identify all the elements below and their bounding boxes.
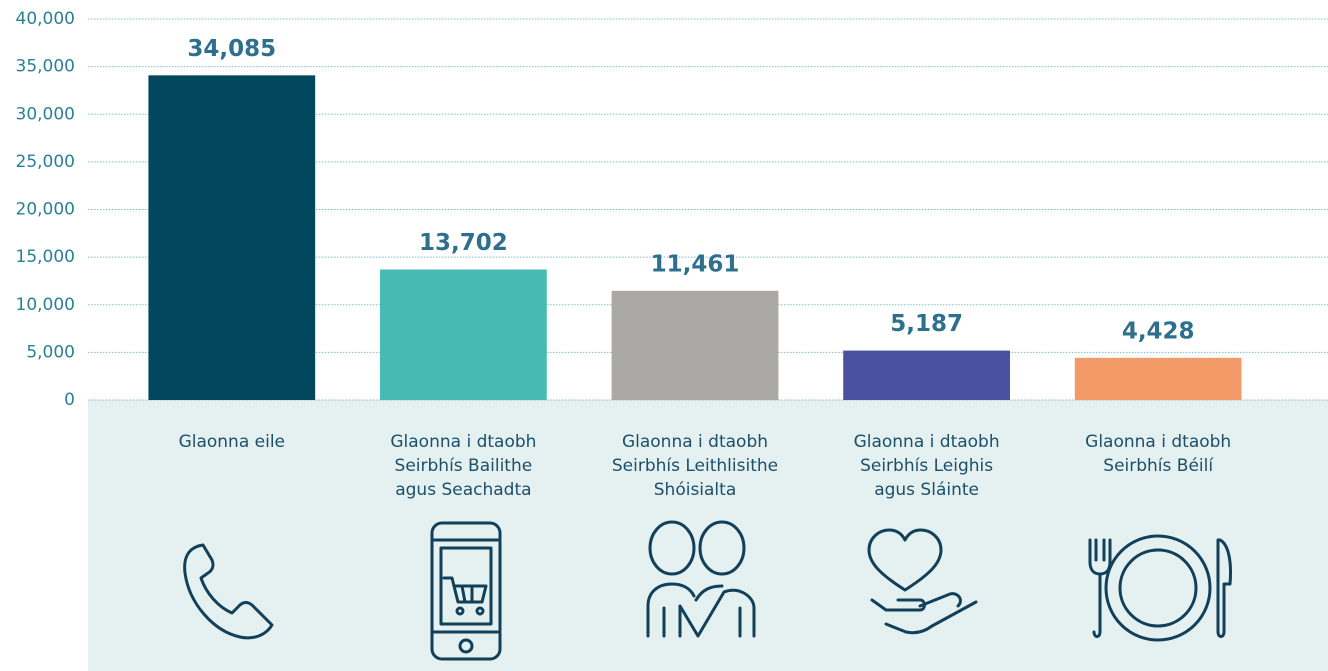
phone-icon — [183, 543, 274, 640]
bar — [843, 350, 1010, 400]
y-tick-label: 35,000 — [16, 57, 75, 77]
care-icon — [867, 528, 978, 635]
bar — [148, 75, 316, 400]
x-tick-label: Glaonna i dtaobh Seirbhís Béilí — [1085, 432, 1232, 476]
bar — [611, 290, 779, 400]
people-icon — [646, 520, 756, 638]
meal-icon — [1088, 534, 1232, 642]
y-tick-label: 25,000 — [16, 152, 75, 172]
y-tick-label: 30,000 — [16, 104, 75, 124]
y-tick-label: 0 — [64, 390, 75, 410]
bar — [380, 269, 547, 400]
x-tick-label: Glaonna i dtaobh Seirbhís Bailithe agus … — [390, 432, 537, 500]
y-tick-label: 5,000 — [26, 342, 75, 362]
y-tick-label: 15,000 — [16, 247, 75, 267]
value-label: 5,187 — [890, 311, 963, 337]
value-label: 4,428 — [1122, 318, 1195, 344]
x-tick-label: Glaonna eile — [178, 432, 286, 452]
x-tick-label: Glaonna i dtaobh Seirbhís Leithlisithe S… — [611, 432, 779, 500]
icons — [183, 520, 1232, 661]
bar — [1074, 357, 1242, 400]
x-tick-label: Glaonna i dtaobh Seirbhís Leighis agus S… — [853, 432, 1000, 500]
y-tick-label: 10,000 — [16, 295, 75, 315]
value-label: 11,461 — [651, 251, 740, 277]
y-tick-label: 40,000 — [16, 9, 75, 29]
shop-icon — [430, 521, 502, 661]
value-label: 34,085 — [187, 36, 276, 62]
y-tick-label: 20,000 — [16, 200, 75, 220]
value-label: 13,702 — [419, 230, 508, 256]
